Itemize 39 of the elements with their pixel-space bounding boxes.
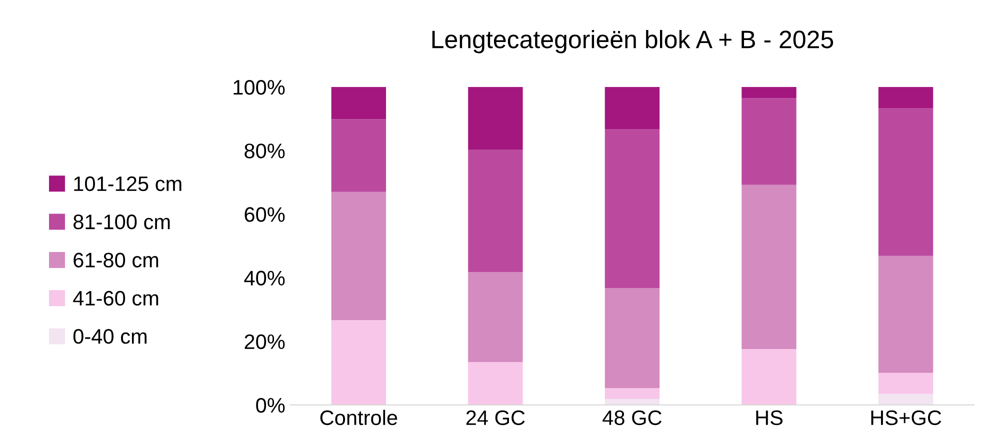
y-tick-label: 60%	[244, 207, 285, 222]
bar	[331, 320, 386, 405]
chart-title: Lengtecategorieën blok A + B - 2025	[432, 30, 834, 54]
bar	[604, 388, 660, 399]
x-tick-label: HS+GC	[871, 410, 942, 426]
bar	[604, 128, 660, 288]
bar	[742, 349, 796, 405]
bar	[878, 108, 934, 256]
y-tick-label: 40%	[244, 270, 285, 286]
bar	[468, 150, 523, 272]
x-tick-label: Controle	[320, 410, 398, 426]
bar	[468, 272, 523, 362]
y-tick-label: 0%	[256, 398, 285, 413]
bar	[878, 256, 934, 373]
y-tick-label: 20%	[244, 334, 285, 350]
bar	[742, 98, 796, 185]
bar	[331, 86, 386, 120]
bar	[742, 184, 796, 349]
bar	[878, 86, 934, 108]
legend-label: 101-125 cm	[74, 176, 182, 192]
bar	[331, 192, 386, 320]
y-tick-label: 80%	[244, 144, 285, 158]
legend-label: 81-100 cm	[74, 214, 170, 230]
bar	[331, 119, 386, 192]
bar	[742, 86, 796, 98]
x-tick-label: HS	[756, 410, 783, 426]
bar	[878, 394, 934, 405]
bar	[604, 288, 660, 388]
x-tick-label: 48 GC	[602, 410, 662, 426]
x-tick-label: 24 GC	[466, 410, 525, 426]
y-tick-label: 100%	[234, 80, 285, 95]
bar	[604, 398, 660, 405]
legend-label: 41-60 cm	[73, 290, 158, 306]
legend-label: 0-40 cm	[73, 329, 146, 344]
bar	[468, 362, 523, 405]
bar	[604, 86, 660, 129]
bar	[878, 372, 934, 394]
bar	[468, 86, 523, 150]
legend-label: 61-80 cm	[74, 252, 158, 268]
